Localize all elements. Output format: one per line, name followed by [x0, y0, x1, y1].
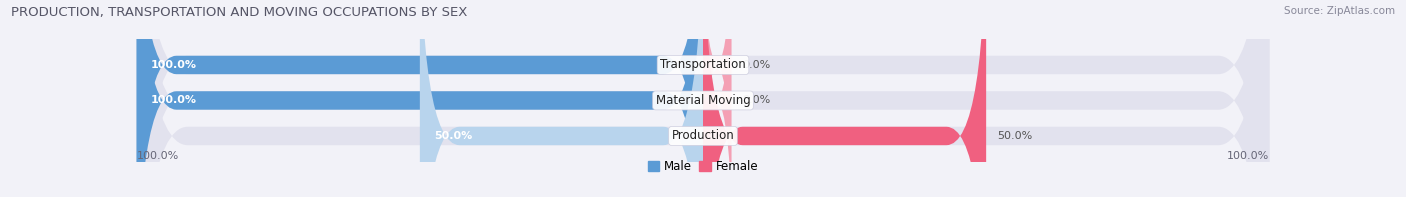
Text: Production: Production: [672, 129, 734, 142]
FancyBboxPatch shape: [136, 0, 703, 197]
Legend: Male, Female: Male, Female: [643, 155, 763, 178]
FancyBboxPatch shape: [420, 0, 703, 197]
Text: 100.0%: 100.0%: [1227, 151, 1270, 161]
Text: Material Moving: Material Moving: [655, 94, 751, 107]
Text: 100.0%: 100.0%: [136, 151, 179, 161]
FancyBboxPatch shape: [136, 0, 1270, 197]
FancyBboxPatch shape: [703, 0, 731, 197]
Text: 50.0%: 50.0%: [997, 131, 1033, 141]
Text: 0.0%: 0.0%: [742, 60, 770, 70]
FancyBboxPatch shape: [703, 0, 986, 197]
Text: 0.0%: 0.0%: [742, 96, 770, 105]
Text: PRODUCTION, TRANSPORTATION AND MOVING OCCUPATIONS BY SEX: PRODUCTION, TRANSPORTATION AND MOVING OC…: [11, 6, 468, 19]
Text: 100.0%: 100.0%: [150, 96, 197, 105]
Text: Transportation: Transportation: [661, 59, 745, 72]
FancyBboxPatch shape: [136, 0, 1270, 197]
FancyBboxPatch shape: [136, 0, 1270, 197]
Text: Source: ZipAtlas.com: Source: ZipAtlas.com: [1284, 6, 1395, 16]
FancyBboxPatch shape: [136, 0, 703, 197]
Text: 50.0%: 50.0%: [434, 131, 472, 141]
Text: 100.0%: 100.0%: [150, 60, 197, 70]
FancyBboxPatch shape: [703, 0, 731, 197]
